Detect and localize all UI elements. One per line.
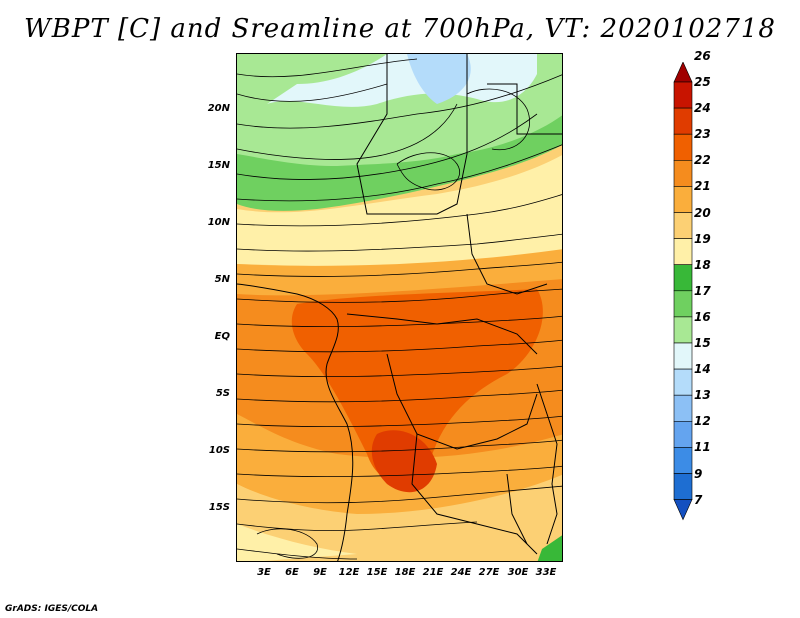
colorbar-label: 17 xyxy=(694,283,711,298)
colorbar-segment xyxy=(673,420,693,448)
field-24 xyxy=(371,430,437,493)
lon-label-18e: 18E xyxy=(394,567,416,578)
colorbar-label: 22 xyxy=(694,153,711,168)
colorbar-segment xyxy=(673,473,693,500)
colorbar-label: 21 xyxy=(694,179,711,194)
lon-label-27e: 27E xyxy=(478,567,500,578)
colorbar-segment xyxy=(673,290,693,318)
colorbar-label: 18 xyxy=(694,257,711,272)
lat-label-15s: 15S xyxy=(208,502,230,513)
lon-label-15e: 15E xyxy=(366,567,388,578)
colorbar-label: 20 xyxy=(694,205,711,220)
map-panel xyxy=(236,53,563,562)
lat-label-20n: 20N xyxy=(207,103,230,114)
colorbar-label: 24 xyxy=(694,101,711,116)
lon-label-30e: 30E xyxy=(507,567,529,578)
field-20-south xyxy=(237,484,562,561)
colorbar-segment xyxy=(673,160,693,187)
colorbar-segment xyxy=(673,238,693,266)
lat-label-5s: 5S xyxy=(215,388,230,399)
colorbar-segment xyxy=(673,133,693,161)
lat-label-10s: 10S xyxy=(208,445,230,456)
colorbar-label: 25 xyxy=(694,75,711,89)
colorbar-label: 23 xyxy=(694,127,711,142)
field-19-south xyxy=(237,524,357,561)
lon-label-12e: 12E xyxy=(338,567,360,578)
colorbar-label: 19 xyxy=(694,231,711,246)
colorbar-segment xyxy=(673,186,693,213)
colorbar-segment xyxy=(673,342,693,370)
lon-label-24e: 24E xyxy=(450,567,472,578)
footer-credit: GrADS: IGES/COLA xyxy=(5,604,99,614)
coastlines-borders xyxy=(237,54,562,561)
colorbar-top-arrow xyxy=(673,62,693,83)
colorbar-label: 7 xyxy=(694,492,703,507)
lon-label-9e: 9E xyxy=(313,567,327,578)
field-18-se xyxy=(537,535,562,561)
colorbar-label: 9 xyxy=(694,466,703,481)
colorbar-label: 15 xyxy=(694,336,711,350)
colorbar-label: 14 xyxy=(694,362,711,377)
lat-label-5n: 5N xyxy=(214,274,230,285)
lon-label-33e: 33E xyxy=(535,567,557,578)
lat-label-eq: EQ xyxy=(214,331,230,342)
colorbar-segment xyxy=(673,447,693,474)
colorbar-segment xyxy=(673,212,693,239)
colorbar-label: 11 xyxy=(694,440,711,455)
colorbar-label: 16 xyxy=(694,309,711,324)
field-14 xyxy=(407,54,471,104)
colorbar xyxy=(673,62,693,521)
colorbar-segment xyxy=(673,368,693,396)
map-title: WBPT [C] and Sreamline at 700hPa, VT: 20… xyxy=(24,14,776,44)
field-23 xyxy=(291,289,543,485)
colorbar-segment xyxy=(673,394,693,422)
wbpt-field-map xyxy=(237,54,562,561)
lon-label-6e: 6E xyxy=(285,567,299,578)
colorbar-segment xyxy=(673,264,693,292)
colorbar-label: 12 xyxy=(694,414,711,429)
lon-label-3e: 3E xyxy=(257,567,271,578)
lon-label-21e: 21E xyxy=(422,567,444,578)
colorbar-label: 26 xyxy=(694,48,711,63)
colorbar-segment xyxy=(673,316,693,344)
lat-label-15n: 15N xyxy=(207,160,230,171)
colorbar-label: 13 xyxy=(694,388,711,403)
colorbar-segment xyxy=(673,107,693,135)
colorbar-bottom-arrow xyxy=(673,499,693,521)
colorbar-segment xyxy=(673,81,693,109)
streamlines xyxy=(237,58,562,560)
lat-label-10n: 10N xyxy=(207,217,230,228)
field-19 xyxy=(237,155,562,267)
